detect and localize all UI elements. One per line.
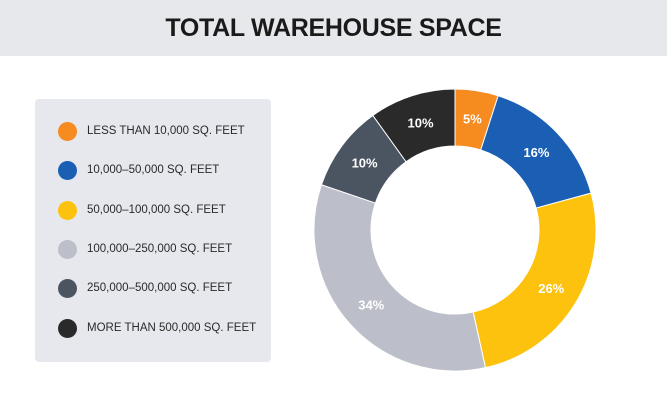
legend-item-more-than-500000: MORE THAN 500,000 SQ. FEET	[58, 317, 256, 339]
legend-swatch	[58, 318, 77, 338]
legend-label: 50,000–100,000 SQ. FEET	[87, 204, 226, 216]
legend-item-10000-50000: 10,000–50,000 SQ. FEET	[58, 159, 219, 181]
legend-label: 100,000–250,000 SQ. FEET	[87, 243, 233, 255]
legend-item-100000-250000: 100,000–250,000 SQ. FEET	[58, 238, 232, 260]
legend-swatch	[58, 239, 77, 259]
legend-item-less-than-10000: LESS THAN 10,000 SQ. FEET	[58, 120, 245, 142]
slice-value-label: 10%	[352, 156, 378, 171]
slice-value-label: 34%	[358, 298, 384, 313]
legend-item-250000-500000: 250,000–500,000 SQ. FEET	[58, 277, 232, 299]
title-bar: TOTAL WAREHOUSE SPACE	[0, 0, 667, 56]
slice-value-label: 5%	[463, 111, 482, 126]
legend-swatch	[58, 121, 77, 141]
donut-chart: 5% 16% 26% 34% 10% 10%	[313, 88, 597, 372]
donut-slice	[313, 184, 487, 372]
legend-label: MORE THAN 500,000 SQ. FEET	[87, 322, 257, 334]
slice-value-label: 10%	[408, 115, 434, 130]
legend-swatch	[58, 278, 77, 298]
legend-label: 250,000–500,000 SQ. FEET	[87, 282, 233, 294]
chart-title: TOTAL WAREHOUSE SPACE	[165, 13, 502, 42]
donut-slice	[372, 88, 456, 163]
legend-item-50000-100000: 50,000–100,000 SQ. FEET	[58, 199, 226, 221]
donut-slice	[472, 192, 597, 369]
slice-value-label: 26%	[538, 281, 564, 296]
legend-label: 10,000–50,000 SQ. FEET	[87, 164, 220, 176]
legend-swatch	[58, 200, 77, 220]
legend-swatch	[58, 160, 77, 180]
slice-value-label: 16%	[523, 145, 549, 160]
legend-label: LESS THAN 10,000 SQ. FEET	[87, 125, 245, 137]
legend: LESS THAN 10,000 SQ. FEET 10,000–50,000 …	[35, 99, 271, 362]
